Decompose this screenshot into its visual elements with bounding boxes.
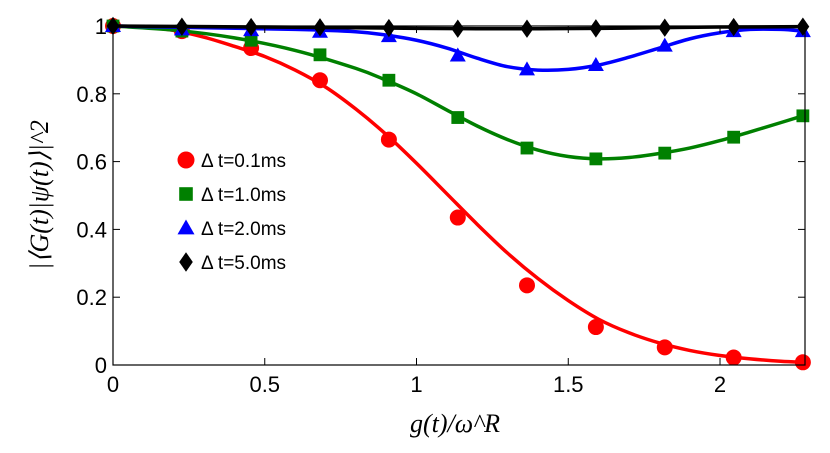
data-point <box>311 72 328 89</box>
x-tick-label: 1 <box>410 372 422 397</box>
legend: Δ t=0.1ms Δ t=1.0ms Δ t=2.0ms Δ t=5.0ms <box>177 151 286 274</box>
y-tick-label: 0.6 <box>76 150 107 175</box>
legend-label: Δ t=5.0ms <box>201 253 286 274</box>
y-axis-label: |⟨G(t)|ψ(t)⟩|^2 <box>25 120 54 270</box>
y-tick-label: 0.4 <box>76 217 107 242</box>
data-point <box>382 18 396 38</box>
data-point <box>520 141 534 155</box>
data-point <box>449 209 466 226</box>
data-point <box>380 131 397 148</box>
ticks-layer: 0 0.5 1 1.5 2 0 0.2 0.4 0.6 0.8 1 <box>76 14 805 397</box>
data-point <box>589 19 603 38</box>
legend-marker <box>177 151 195 169</box>
y-tick-label: 0 <box>95 353 107 378</box>
data-point <box>382 73 396 87</box>
data-point <box>727 17 741 37</box>
data-point <box>451 19 465 38</box>
y-tick-label: 0.2 <box>76 285 107 310</box>
data-point <box>520 19 534 38</box>
x-tick-label: 1.5 <box>553 372 584 397</box>
data-point <box>587 319 604 336</box>
data-point <box>658 146 672 160</box>
data-point <box>796 17 810 36</box>
data-point <box>449 47 466 62</box>
data-point <box>725 349 742 366</box>
x-tick-label: 2 <box>714 372 726 397</box>
legend-label: Δ t=2.0ms <box>201 219 286 240</box>
data-point <box>518 277 535 294</box>
x-tick-label: 0.5 <box>249 372 280 397</box>
legend-marker <box>179 252 193 272</box>
data-point <box>313 48 327 62</box>
series-line <box>112 24 803 365</box>
data-point <box>589 152 603 166</box>
data-point <box>656 339 673 356</box>
data-point <box>244 17 258 37</box>
data-point <box>794 354 811 371</box>
data-point <box>587 56 604 71</box>
legend-label: Δ t=1.0ms <box>201 185 286 206</box>
data-point <box>175 17 189 36</box>
data-point <box>796 109 810 123</box>
legend-marker <box>177 219 195 235</box>
legend-label: Δ t=0.1ms <box>201 151 286 172</box>
data-point <box>451 111 465 124</box>
data-point <box>244 33 258 47</box>
plot-frame <box>112 25 806 366</box>
data-point <box>518 61 535 76</box>
data-point <box>727 130 741 144</box>
x-axis-label: g(t)/ω^R <box>410 409 500 438</box>
legend-marker <box>179 187 193 201</box>
data-point <box>658 18 672 37</box>
data-point <box>656 37 673 52</box>
y-tick-label: 1 <box>95 14 107 39</box>
data-point <box>313 18 327 37</box>
x-tick-label: 0 <box>107 372 119 397</box>
y-tick-label: 0.8 <box>76 82 107 107</box>
